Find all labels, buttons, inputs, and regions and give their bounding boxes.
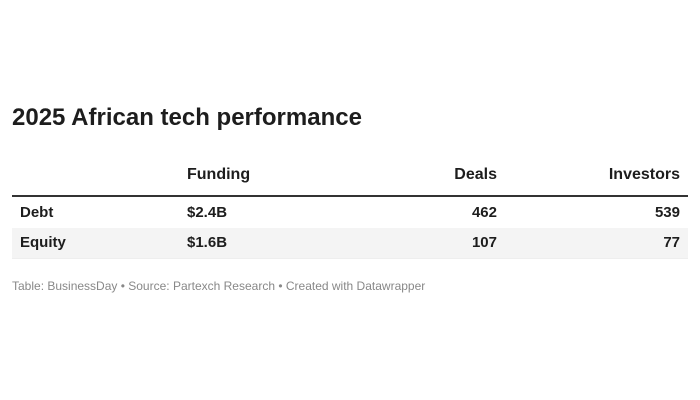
table-cell: 77 [663, 234, 680, 251]
table-title: 2025 African tech performance [12, 104, 362, 131]
column-header: Deals [454, 166, 497, 183]
table-cell: $2.4B [187, 204, 228, 221]
footer-note: Table: BusinessDay • Source: Partexch Re… [12, 279, 426, 293]
table-cell: 539 [654, 204, 680, 221]
row-background [12, 228, 688, 259]
row-label: Debt [20, 204, 54, 221]
column-header: Investors [608, 166, 680, 183]
table-cell: 107 [471, 234, 497, 251]
table-cell: 462 [471, 204, 497, 221]
table-cell: $1.6B [187, 234, 228, 251]
row-background [12, 198, 688, 229]
header-rule [12, 195, 688, 197]
column-header: Funding [187, 166, 251, 183]
row-label: Equity [20, 234, 66, 251]
